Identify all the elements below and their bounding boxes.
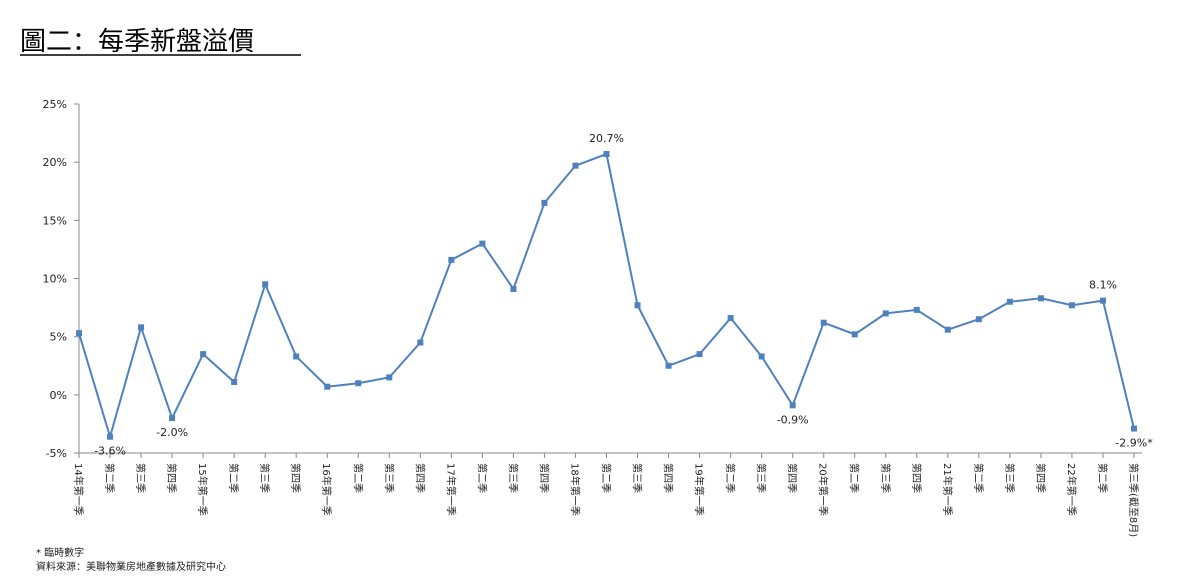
marker	[696, 351, 703, 358]
x-tick-label: 21年第一季	[941, 463, 954, 516]
marker	[417, 339, 424, 346]
marker	[107, 433, 114, 440]
x-tick-label: 22年第一季	[1065, 463, 1078, 516]
x-tick-label: 16年第一季	[320, 463, 333, 516]
line	[78, 152, 1135, 441]
y-tick-label: 10%	[43, 273, 67, 286]
marker	[882, 310, 889, 317]
marker	[76, 330, 82, 337]
marker	[479, 240, 486, 247]
marker	[975, 316, 982, 323]
marker	[1006, 298, 1013, 305]
marker	[169, 415, 176, 422]
x-tick-label: 第四季	[537, 463, 550, 493]
x-tick-label: 第四季	[289, 463, 302, 493]
x-tick-label: 第三季	[631, 463, 644, 493]
x-tick-label: 17年第一季	[444, 463, 457, 516]
marker	[386, 374, 393, 381]
footnote: * 臨時數字	[36, 546, 84, 559]
marker	[231, 379, 238, 386]
y-tick-label: 20%	[43, 156, 67, 169]
x-tick-label: 第二季	[227, 463, 240, 493]
marker	[1131, 425, 1137, 432]
data-label: 20.7%	[589, 132, 624, 145]
marker	[665, 362, 672, 369]
x-tick-label: 第三季	[382, 463, 395, 493]
x-tick-label: 18年第一季	[568, 463, 581, 516]
marker	[262, 281, 269, 288]
marker	[634, 302, 641, 309]
marker	[727, 315, 734, 322]
x-tick-label: 第四季	[413, 463, 426, 493]
marker	[851, 331, 858, 338]
marker	[541, 199, 548, 206]
x-tick-label: 第四季	[662, 463, 675, 493]
x-tick-label: 第二季	[1096, 463, 1109, 493]
x-tick-label: 20年第一季	[817, 463, 830, 516]
marker	[758, 353, 765, 360]
x-tick-label: 第二季	[351, 463, 364, 493]
x-tick-label: 第四季	[786, 463, 799, 493]
data-label: 8.1%	[1089, 279, 1117, 292]
x-tick-label: 19年第一季	[693, 463, 706, 516]
chart-title: 圖二：每季新盤溢價	[20, 27, 254, 57]
data-label: -2.9%*	[1115, 437, 1153, 450]
data-label: -3.6%	[94, 445, 126, 458]
x-tick-label: 第三季	[506, 463, 519, 493]
x-tick-label: 第四季	[165, 463, 178, 493]
y-tick-label: 15%	[43, 214, 67, 227]
x-tick-label: 15年第一季	[196, 463, 209, 516]
marker	[324, 383, 331, 390]
marker	[510, 285, 517, 292]
data-label: -0.9%	[777, 413, 809, 426]
data-label: -2.0%	[156, 426, 188, 439]
x-tick-label: 14年第一季	[72, 463, 85, 516]
x-tick-label: 第二季	[475, 463, 488, 493]
x-tick-label: 第三季	[755, 463, 768, 493]
x-tick-label: 第三季(截至8月)	[1127, 463, 1140, 537]
marker	[293, 353, 300, 360]
x-tick-label: 第二季	[848, 463, 861, 493]
marker	[1068, 302, 1075, 309]
marker	[913, 306, 920, 313]
x-tick-label: 第二季	[103, 463, 116, 493]
y-tick-label: 25%	[43, 98, 67, 111]
marker	[1037, 295, 1044, 302]
marker	[820, 319, 827, 326]
y-tick-label: 0%	[50, 389, 67, 402]
marker	[138, 324, 145, 331]
marker	[448, 256, 455, 263]
y-tick-label: 5%	[50, 331, 67, 344]
x-tick-label: 第二季	[600, 463, 613, 493]
x-tick-label: 第四季	[1034, 463, 1047, 493]
marker	[1099, 297, 1106, 304]
x-tick-label: 第三季	[879, 463, 892, 493]
marker	[572, 162, 579, 169]
x-tick-label: 第三季	[1003, 463, 1016, 493]
x-tick-label: 第三季	[134, 463, 147, 493]
marker	[944, 326, 951, 333]
y-tick-label: -5%	[46, 447, 67, 460]
marker	[789, 402, 796, 409]
x-tick-label: 第二季	[724, 463, 737, 493]
marker	[603, 151, 610, 158]
x-tick-label: 第四季	[910, 463, 923, 493]
marker	[355, 380, 362, 387]
source: 資料來源：美聯物業房地產數據及研究中心	[36, 560, 226, 573]
marker	[200, 351, 207, 358]
x-tick-label: 第三季	[258, 463, 271, 493]
x-tick-label: 第二季	[972, 463, 985, 493]
